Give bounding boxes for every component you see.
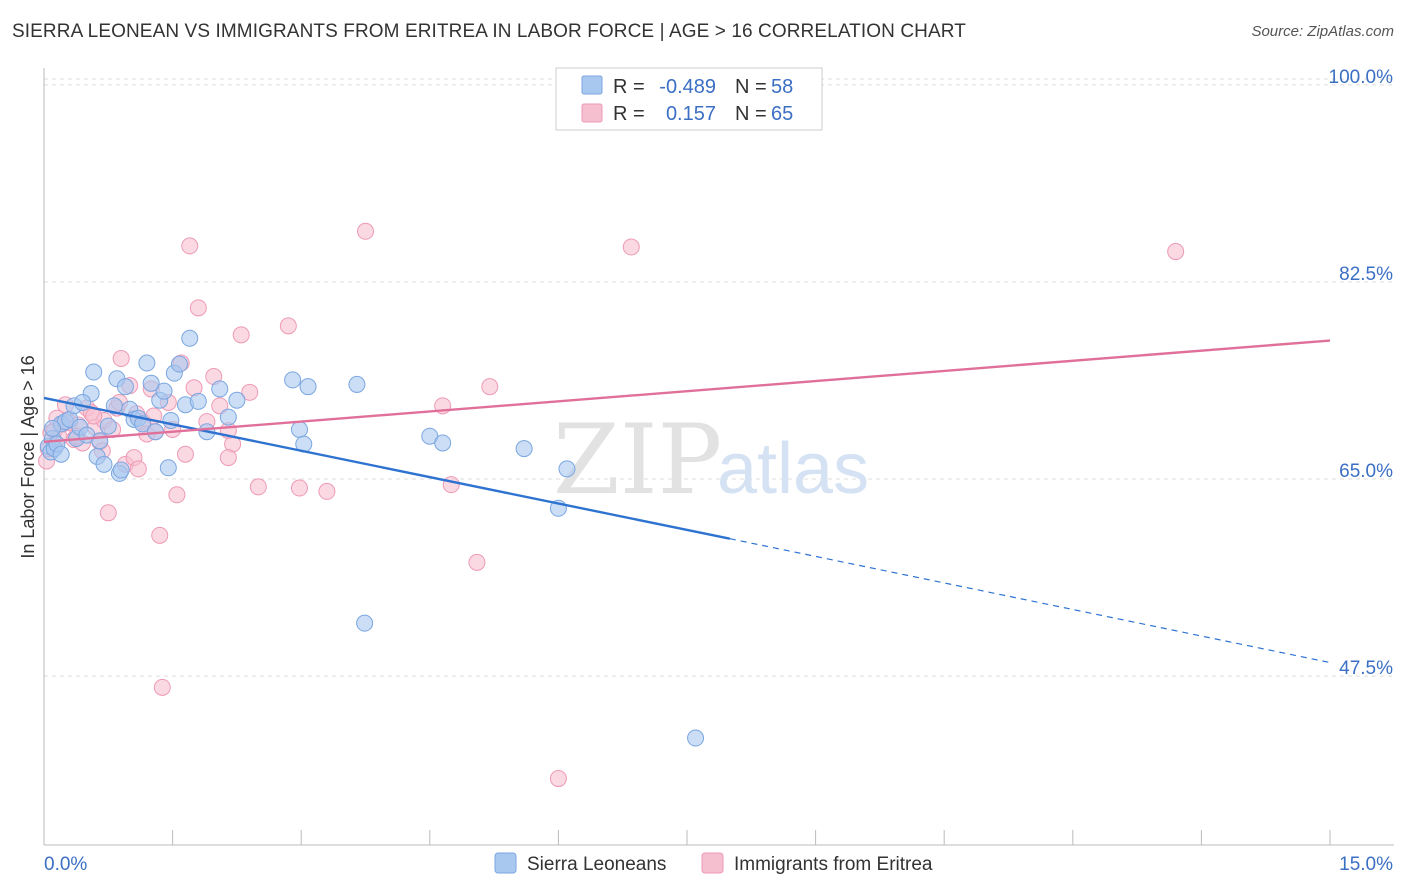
data-point	[241, 383, 259, 401]
data-point	[558, 460, 576, 478]
data-point	[44, 419, 62, 437]
data-point	[622, 238, 640, 256]
data-point	[112, 350, 130, 368]
legend-swatch-pink	[581, 103, 603, 123]
chart-title: SIERRA LEONEAN VS IMMIGRANTS FROM ERITRE…	[12, 21, 966, 42]
data-point	[348, 375, 366, 393]
data-point	[181, 237, 199, 255]
y-tick-label: 100.0%	[1329, 67, 1394, 88]
legend-r-value-pink: 0.157	[666, 103, 716, 125]
legend-r-value-blue: -0.489	[659, 76, 716, 98]
legend-n-value-blue: 58	[771, 76, 793, 98]
y-tick-label: 82.5%	[1339, 264, 1393, 285]
data-point	[249, 478, 267, 496]
data-point	[153, 678, 171, 696]
data-point	[138, 354, 156, 372]
data-point	[468, 553, 486, 571]
watermark: ZIP atlas	[553, 404, 869, 516]
y-tick-label: 65.0%	[1339, 461, 1393, 482]
data-point	[515, 440, 533, 458]
watermark-zip: ZIP	[553, 404, 722, 516]
legend-top: R = -0.489 N = 58 R = 0.157 N = 65	[555, 67, 823, 131]
legend-r-label-pink: R =	[613, 103, 645, 125]
legend-bottom: Sierra Leoneans Immigrants from Eritrea	[494, 852, 933, 875]
x-tick-label: 15.0%	[1339, 854, 1393, 875]
data-point	[155, 382, 173, 400]
trend-lines	[43, 339, 1331, 664]
data-point	[142, 374, 160, 392]
legend-n-label-pink: N =	[735, 103, 767, 125]
data-point	[318, 482, 336, 500]
trend-extension-blue	[729, 538, 1331, 664]
data-point	[232, 326, 250, 344]
trend-line-pink	[43, 339, 1331, 444]
data-point	[219, 449, 237, 467]
data-point	[151, 526, 169, 544]
data-point	[95, 455, 113, 473]
y-axis-label: In Labor Force | Age > 16	[18, 355, 38, 558]
x-tick-label: 0.0%	[44, 854, 87, 875]
bottom-legend-swatch-blue	[494, 852, 517, 874]
legend-r-label-blue: R =	[613, 76, 645, 98]
series-sierra-leoneans-points	[39, 329, 705, 747]
data-point	[189, 299, 207, 317]
data-point	[85, 363, 103, 381]
data-point	[189, 392, 207, 410]
data-point	[228, 391, 246, 409]
data-point	[99, 417, 117, 435]
data-point	[168, 486, 186, 504]
data-point	[91, 432, 109, 450]
legend-n-value-pink: 65	[771, 103, 793, 125]
data-point	[357, 222, 374, 240]
data-point	[299, 378, 317, 396]
data-point	[181, 329, 199, 347]
trend-line-blue	[43, 396, 731, 540]
x-axis-ticks	[43, 830, 1331, 845]
data-point	[442, 476, 460, 494]
data-point	[284, 371, 302, 389]
data-point	[434, 434, 452, 452]
data-point	[1167, 243, 1185, 261]
legend-n-label-blue: N =	[735, 76, 767, 98]
data-point	[481, 378, 499, 396]
data-point	[219, 408, 237, 426]
data-point	[279, 317, 297, 335]
data-point	[52, 445, 70, 463]
bottom-legend-label-blue: Sierra Leoneans	[527, 854, 666, 875]
watermark-atlas: atlas	[717, 429, 869, 509]
bottom-legend-swatch-pink	[701, 852, 724, 874]
y-tick-label: 47.5%	[1339, 658, 1393, 679]
bottom-legend-label-pink: Immigrants from Eritrea	[734, 854, 933, 875]
data-point	[112, 461, 130, 479]
data-point	[99, 504, 117, 522]
data-point	[211, 397, 229, 415]
data-point	[290, 479, 308, 497]
data-point	[176, 445, 194, 463]
data-point	[549, 770, 567, 788]
data-point	[211, 380, 229, 398]
data-point	[687, 729, 705, 747]
data-point	[129, 460, 147, 478]
data-point	[290, 420, 308, 438]
data-point	[170, 355, 188, 373]
legend-swatch-blue	[581, 75, 603, 95]
data-point	[356, 614, 374, 632]
data-point	[159, 459, 177, 477]
x-tick-labels: 0.0% 15.0%	[44, 854, 1393, 875]
chart-source: Source: ZipAtlas.com	[1251, 23, 1394, 40]
y-tick-labels: 100.0% 82.5% 65.0% 47.5%	[1329, 67, 1394, 679]
gridlines	[44, 78, 1394, 677]
data-point	[116, 378, 134, 396]
